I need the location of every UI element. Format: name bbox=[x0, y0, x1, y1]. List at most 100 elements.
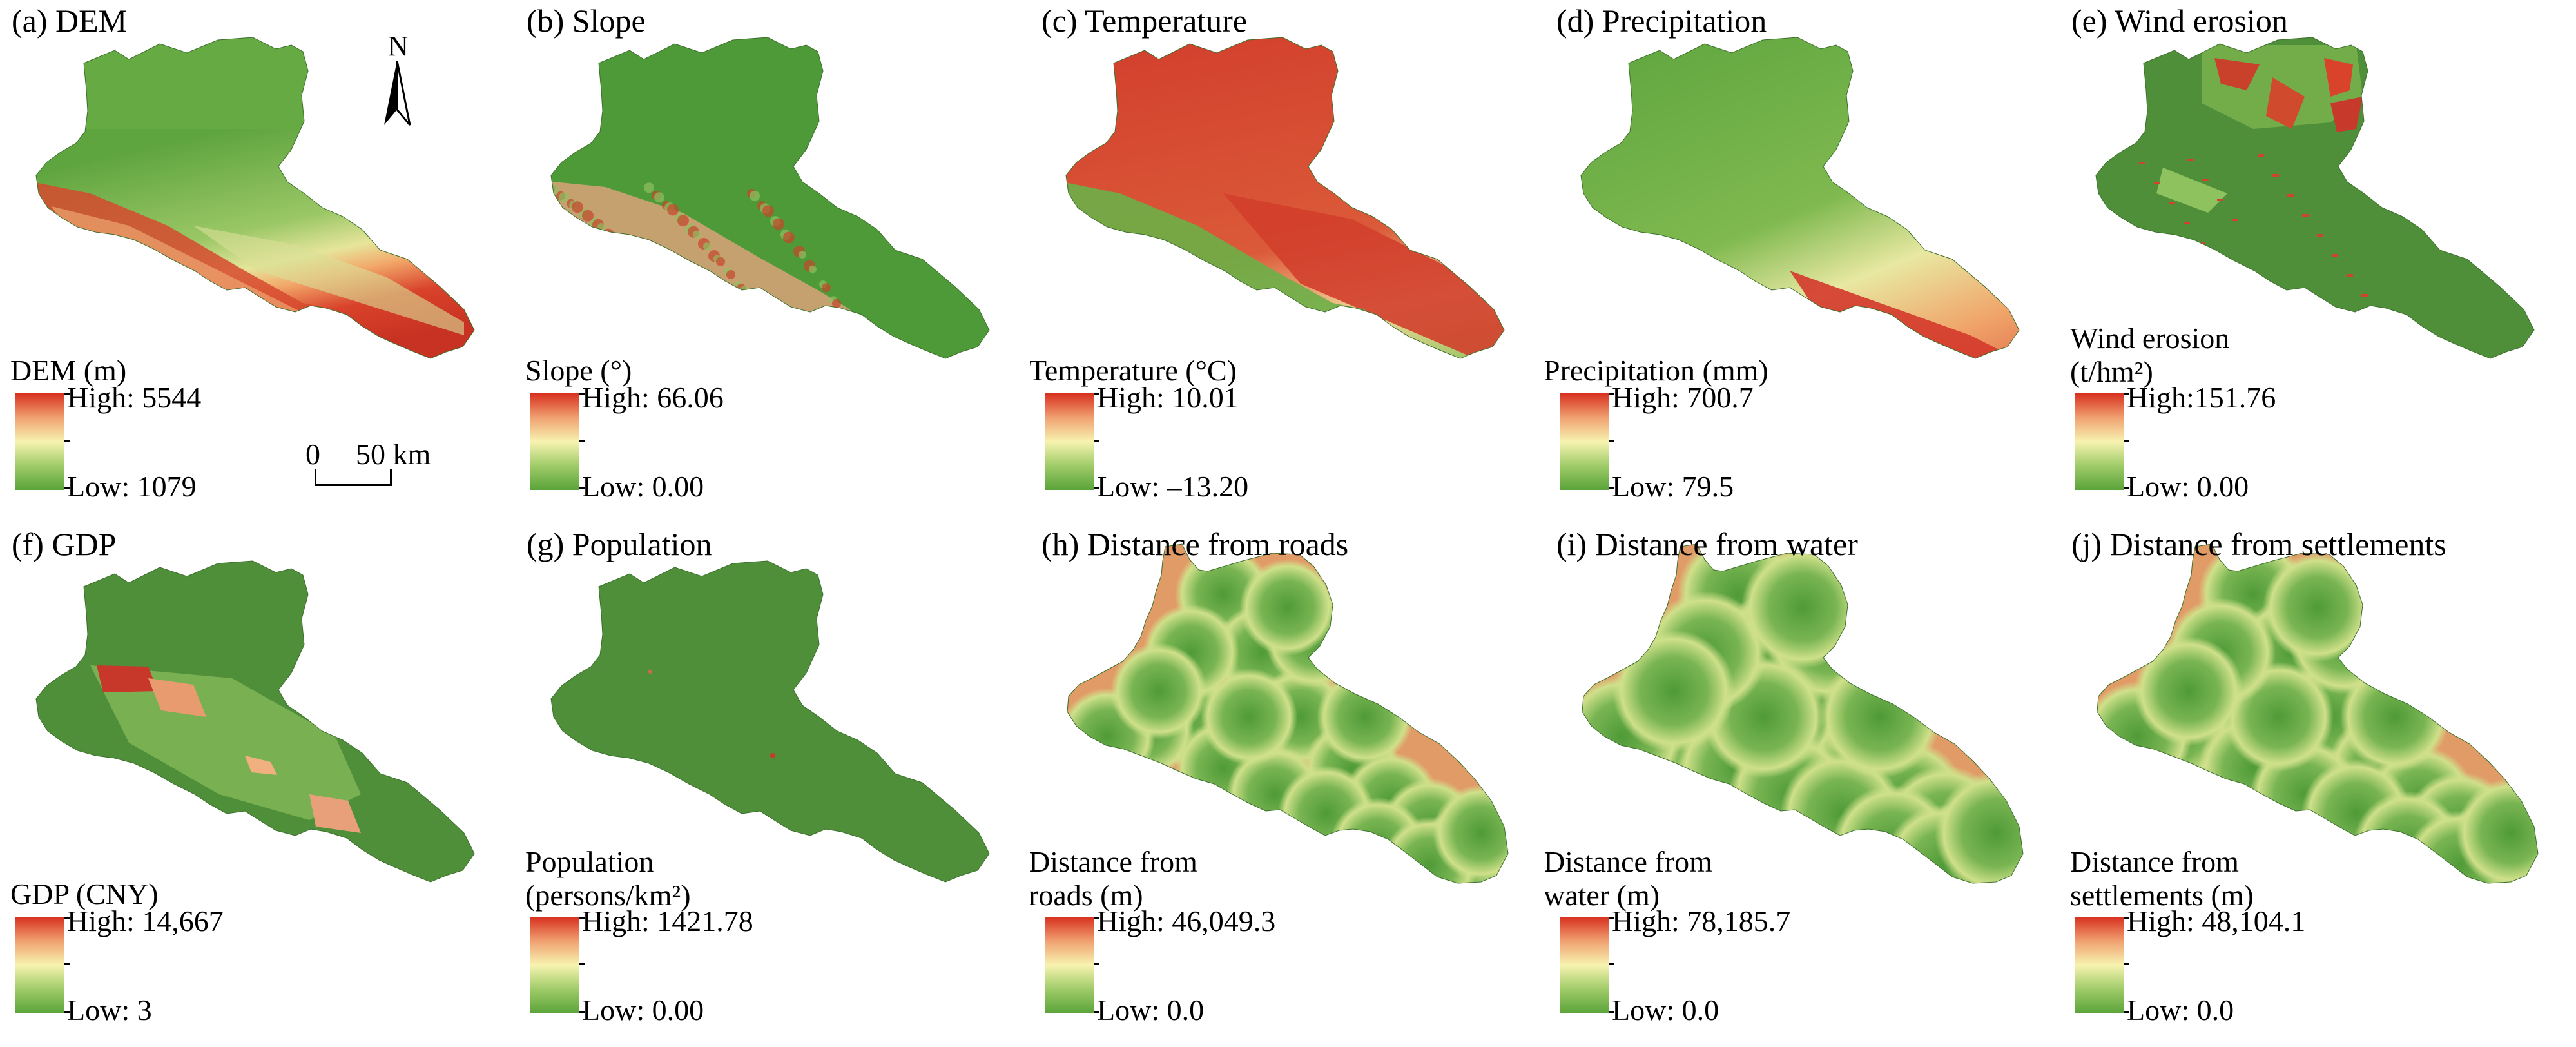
legend-tick bbox=[64, 1011, 70, 1013]
map-panel-e: (e) Wind erosion Wind erosion (t/hm²) High:… bbox=[2060, 0, 2575, 524]
legend-title: roads (m) bbox=[1030, 879, 1143, 912]
legend-tick bbox=[2124, 917, 2129, 919]
legend-low-label: Low: 0.00 bbox=[2127, 470, 2249, 503]
legend-low-label: Low: –13.20 bbox=[1097, 470, 1249, 503]
panel-title: (g) Population bbox=[527, 526, 712, 562]
legend-tick bbox=[64, 487, 70, 489]
legend-tick bbox=[579, 963, 585, 965]
study-area-raster bbox=[1066, 37, 1504, 358]
map-g bbox=[550, 560, 990, 883]
legend-color-ramp bbox=[15, 393, 64, 490]
legend-tick bbox=[2124, 440, 2129, 442]
study-area-raster bbox=[551, 561, 989, 882]
north-label: N bbox=[388, 30, 409, 62]
scale-distance-label: 50 km bbox=[356, 438, 431, 471]
legend-title: Distance from bbox=[1545, 845, 1712, 878]
study-area-raster bbox=[2096, 37, 2534, 358]
scale-bar: 0 50 km bbox=[305, 438, 454, 516]
legend-tick bbox=[1609, 963, 1614, 965]
panel-title: (a) DEM bbox=[12, 3, 128, 39]
legend-color-ramp bbox=[2075, 917, 2124, 1013]
study-area-raster bbox=[1581, 37, 2019, 358]
legend-high-label: High: 48,104.1 bbox=[2127, 905, 2306, 937]
legend-tick bbox=[2124, 1011, 2129, 1013]
study-area-raster bbox=[36, 561, 474, 882]
study-area-raster bbox=[551, 37, 989, 358]
legend-title: water (m) bbox=[1545, 879, 1660, 912]
map-panel-d: (d) Precipitation Precipitation (mm) High:… bbox=[1545, 0, 2060, 524]
legend-low-label: Low: 3 bbox=[67, 993, 152, 1026]
legend-tick bbox=[579, 1011, 585, 1013]
legend-color-ramp bbox=[530, 917, 579, 1013]
legend-color-ramp bbox=[1560, 917, 1609, 1013]
panel-title: (c) Temperature bbox=[1041, 3, 1247, 39]
panel-title: (i) Distance from water bbox=[1556, 526, 1858, 562]
legend-high-label: High: 78,185.7 bbox=[1612, 905, 1791, 937]
panel-title: (e) Wind erosion bbox=[2071, 3, 2288, 39]
legend-color-ramp bbox=[15, 917, 64, 1013]
legend-tick bbox=[579, 393, 585, 395]
legend-tick bbox=[579, 440, 585, 442]
legend-tick bbox=[1609, 917, 1614, 919]
legend-title: Distance from bbox=[2070, 845, 2239, 878]
map-j bbox=[2097, 543, 2539, 884]
legend-tick bbox=[1094, 917, 1099, 919]
legend-tick bbox=[579, 487, 585, 489]
map-panel-f: (f) GDP GDP (CNY) High: 14,667 Low: 3 bbox=[0, 524, 515, 1047]
map-d bbox=[1580, 37, 2020, 359]
panel-title: (j) Distance from settlements bbox=[2071, 526, 2446, 562]
legend-tick bbox=[64, 440, 70, 442]
legend-tick bbox=[1094, 393, 1099, 395]
map-panel-a: (a) DEM DEM (m) High: 5544 Low: 1079 N 0 50 km bbox=[0, 0, 515, 524]
legend-tick bbox=[2124, 393, 2129, 395]
legend-low-label: Low: 0.0 bbox=[1612, 993, 1719, 1026]
map-h bbox=[1067, 543, 1509, 884]
legend-low-label: Low: 0.0 bbox=[2127, 993, 2234, 1026]
legend-tick bbox=[2124, 963, 2129, 965]
legend-low-label: Low: 0.0 bbox=[1097, 993, 1205, 1026]
legend-title: Slope (°) bbox=[525, 354, 632, 387]
legend-tick bbox=[1094, 1011, 1099, 1013]
legend-color-ramp bbox=[1560, 393, 1609, 490]
legend-title: Temperature (°C) bbox=[1030, 354, 1237, 387]
legend-high-label: High: 14,667 bbox=[67, 905, 224, 937]
panel-title: (b) Slope bbox=[527, 3, 646, 39]
legend-high-label: High: 46,049.3 bbox=[1097, 905, 1276, 937]
legend-tick bbox=[1609, 440, 1614, 442]
legend-tick bbox=[64, 917, 70, 919]
study-area-raster bbox=[2097, 544, 2538, 883]
legend-color-ramp bbox=[530, 393, 579, 490]
legend-high-label: High: 5544 bbox=[67, 381, 202, 414]
legend-tick bbox=[1609, 487, 1614, 489]
legend-tick bbox=[1609, 1011, 1614, 1013]
legend-tick bbox=[2124, 487, 2129, 489]
legend-title: Distance from bbox=[1030, 845, 1197, 878]
legend-title: Population bbox=[525, 845, 654, 878]
legend-tick bbox=[1094, 487, 1099, 489]
legend-tick bbox=[1609, 393, 1614, 395]
legend-low-label: Low: 0.00 bbox=[582, 470, 704, 503]
legend-title: GDP (CNY) bbox=[10, 877, 159, 910]
legend-color-ramp bbox=[2075, 393, 2124, 490]
map-panel-h: (h) Distance from roads Distance from road… bbox=[1030, 524, 1545, 1047]
scale-zero-label: 0 bbox=[305, 438, 320, 471]
panel-title: (d) Precipitation bbox=[1556, 3, 1767, 39]
map-panel-i: (i) Distance from water Distance from wate… bbox=[1545, 524, 2060, 1047]
legend-tick bbox=[64, 393, 70, 395]
legend-title: settlements (m) bbox=[2070, 879, 2254, 912]
legend-tick bbox=[1094, 963, 1099, 965]
map-i bbox=[1582, 543, 2024, 884]
legend-high-label: High: 700.7 bbox=[1612, 381, 1754, 414]
legend-tick bbox=[579, 917, 585, 919]
legend-high-label: High: 1421.78 bbox=[582, 905, 753, 937]
legend-title: (persons/km²) bbox=[525, 879, 691, 912]
legend-high-label: High: 66.06 bbox=[582, 381, 724, 414]
map-panel-g: (g) Population Population (persons/km²) Hig… bbox=[515, 524, 1030, 1047]
legend-tick bbox=[1094, 440, 1099, 442]
legend-title: DEM (m) bbox=[10, 354, 127, 387]
panel-title: (f) GDP bbox=[12, 526, 117, 562]
scale-bar-line bbox=[315, 469, 392, 486]
legend-low-label: Low: 1079 bbox=[67, 470, 197, 503]
map-panel-j: (j) Distance from settlements Distance fr… bbox=[2060, 524, 2575, 1047]
legend-low-label: Low: 0.00 bbox=[582, 993, 704, 1026]
